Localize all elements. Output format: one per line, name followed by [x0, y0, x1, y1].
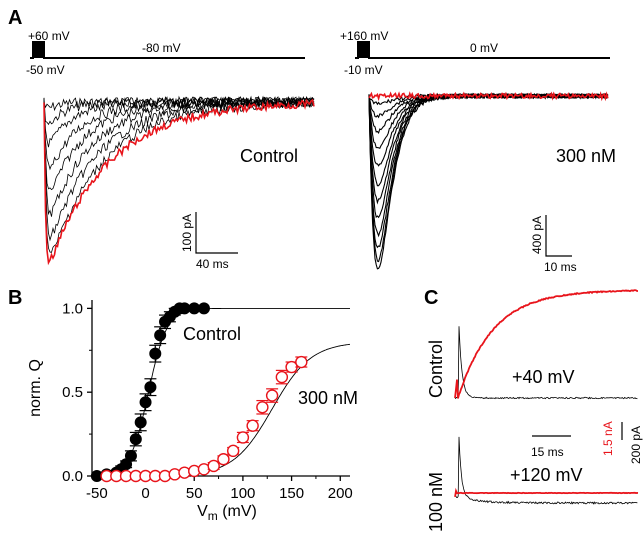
data-point-control	[154, 329, 167, 342]
panel-a-left-protocol: +60 mV -80 mV -50 mV	[26, 29, 305, 77]
prepulse-label: +60 mV	[28, 29, 70, 43]
ionic-current-trace-red	[454, 487, 639, 498]
x-tick-label: 0	[141, 485, 149, 502]
base-label: -10 mV	[344, 63, 383, 77]
scalebar-y-label: 100 pA	[180, 214, 194, 252]
gating-current-trace	[454, 326, 638, 400]
data-point-control	[139, 396, 152, 409]
x-tick-label: 100	[230, 485, 255, 502]
data-point-control	[149, 347, 162, 360]
data-point-drug	[265, 389, 279, 402]
scalebar-red-label: 1.5 nA	[601, 421, 615, 456]
data-point-drug	[246, 419, 259, 432]
panel-a-right-protocol: +160 mV 0 mV -10 mV	[340, 29, 610, 77]
scalebar-y-label: 400 pA	[530, 216, 544, 254]
holding-label: -80 mV	[142, 41, 181, 55]
current-trace	[368, 92, 609, 263]
scalebar-lines	[545, 215, 572, 257]
y-tick-label: 0.5	[62, 384, 83, 401]
data-point-control	[124, 449, 137, 462]
data-point-drug	[275, 370, 289, 384]
base-label: -50 mV	[26, 63, 65, 77]
current-trace	[43, 95, 315, 112]
panel-c-row-bottom-label: 100 nM	[426, 472, 446, 532]
gating-current-trace	[454, 436, 638, 505]
prepulse-block	[33, 42, 44, 58]
panel-b-drug-label: 300 nM	[298, 388, 358, 408]
x-tick-label: -50	[86, 485, 108, 502]
data-point-drug	[256, 401, 269, 414]
current-trace-red	[368, 91, 609, 102]
scalebar-x-label: 40 ms	[196, 257, 229, 271]
panel-a: A +60 mV -80 mV -50 mV Control 100 pA 40…	[8, 7, 616, 274]
data-point-control	[144, 381, 157, 394]
scalebar-lines	[195, 212, 238, 254]
panel-a-right-scalebar: 400 pA 10 ms	[530, 215, 577, 274]
panel-a-letter: A	[8, 7, 22, 29]
x-tick-label: 200	[328, 485, 353, 502]
prepulse-label: +160 mV	[340, 29, 388, 43]
panel-c-letter: C	[424, 287, 438, 309]
prepulse-block	[358, 42, 369, 58]
current-trace-red	[43, 98, 315, 266]
panel-a-left-traces	[43, 95, 315, 266]
x-axis-label: Vm (mV)	[197, 503, 257, 523]
y-axis-label: norm. Q	[27, 359, 44, 417]
scalebar-x-label: 15 ms	[531, 445, 564, 459]
data-point-drug	[295, 355, 308, 369]
data-point-control	[197, 302, 210, 315]
x-tick-label: 50	[186, 485, 203, 502]
holding-label: 0 mV	[470, 41, 498, 55]
panel-b-letter: B	[8, 287, 22, 309]
y-tick-label: 0.0	[62, 468, 83, 485]
data-point-control	[134, 416, 147, 429]
ionic-current-trace-red	[454, 289, 638, 399]
panel-a-left-scalebar: 100 pA 40 ms	[180, 212, 238, 271]
panel-a-left-condition: Control	[240, 146, 298, 166]
panel-c-row-top-label: Control	[426, 340, 446, 398]
current-trace	[43, 97, 315, 217]
panel-b-control-label: Control	[183, 324, 241, 344]
data-point-drug	[217, 453, 230, 466]
data-point-drug	[226, 444, 240, 458]
panel-c-top-voltage: +40 mV	[512, 367, 575, 387]
y-tick-label: 1.0	[62, 300, 83, 317]
scalebar-black-label: 200 pA	[629, 426, 643, 464]
data-point-drug	[207, 459, 220, 473]
panel-b: B -50 0 50 100 150 200 0.0 0.5 1.0 norm. Q Vm (mV)…	[8, 287, 358, 523]
panel-b-axes: -50 0 50 100 150 200 0.0 0.5 1.0 norm. Q Vm (mV)	[27, 300, 353, 523]
panel-c: C Control 100 nM +40 mV +120 mV 15 ms 1.…	[424, 287, 643, 532]
panel-c-bottom-voltage: +120 mV	[510, 465, 583, 485]
panel-c-traces	[454, 289, 639, 505]
panel-a-right-condition: 300 nM	[556, 146, 616, 166]
panel-b-points	[90, 302, 308, 483]
data-point-control	[129, 433, 142, 446]
scalebar-x-label: 10 ms	[544, 260, 577, 274]
data-point-drug	[236, 431, 250, 444]
panel-a-right-traces	[368, 91, 609, 270]
x-tick-label: 150	[279, 485, 304, 502]
panel-c-scalebar: 15 ms 1.5 nA 200 pA	[531, 421, 643, 464]
